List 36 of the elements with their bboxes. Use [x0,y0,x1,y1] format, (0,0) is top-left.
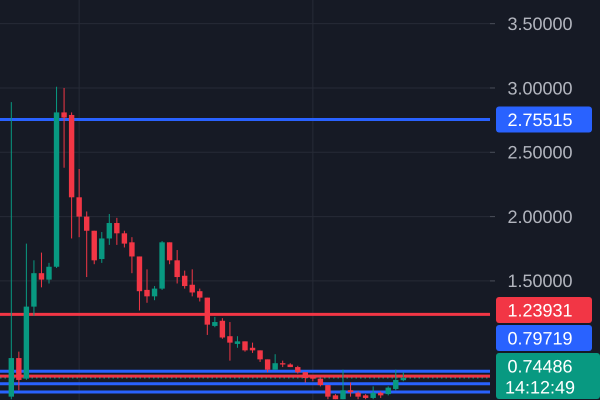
candlestick [152,286,158,301]
candlestick [272,354,278,370]
candlestick [370,386,376,400]
candlestick [84,210,90,278]
y-tick-label: 2.50000 [507,142,573,163]
candlestick [182,270,188,290]
candlestick [197,288,202,302]
candlestick [174,250,180,284]
ref-line-label: 2.75515 [507,110,573,130]
y-tick-label: 1.50000 [507,271,573,292]
candlestick [106,214,112,246]
candlestick [220,318,226,340]
candlestick [227,322,233,362]
candlestick [325,384,331,400]
y-tick-label: 2.00000 [507,206,573,227]
candlestick [190,268,195,297]
candlestick [38,252,44,288]
candlestick [264,358,270,373]
candlestick [61,87,67,168]
candlestick [144,268,150,304]
ref-line-label: 0.79719 [507,328,573,348]
candlestick [386,386,391,396]
candlestick [122,230,128,248]
y-tick-label: 3.50000 [507,14,573,34]
candlestick [212,316,218,328]
text: 14:12:49 [504,377,576,398]
candlestick [129,236,135,274]
ref-line-label: 0.74486 [507,356,573,376]
candlestick [46,262,52,284]
ref-line-label: 1.23931 [507,300,573,320]
candlestick [166,242,172,265]
candlestick [348,382,354,398]
candlestick [76,168,82,238]
candlestick [99,232,104,264]
candlestick [114,217,120,246]
y-tick-label: 3.00000 [507,78,573,98]
